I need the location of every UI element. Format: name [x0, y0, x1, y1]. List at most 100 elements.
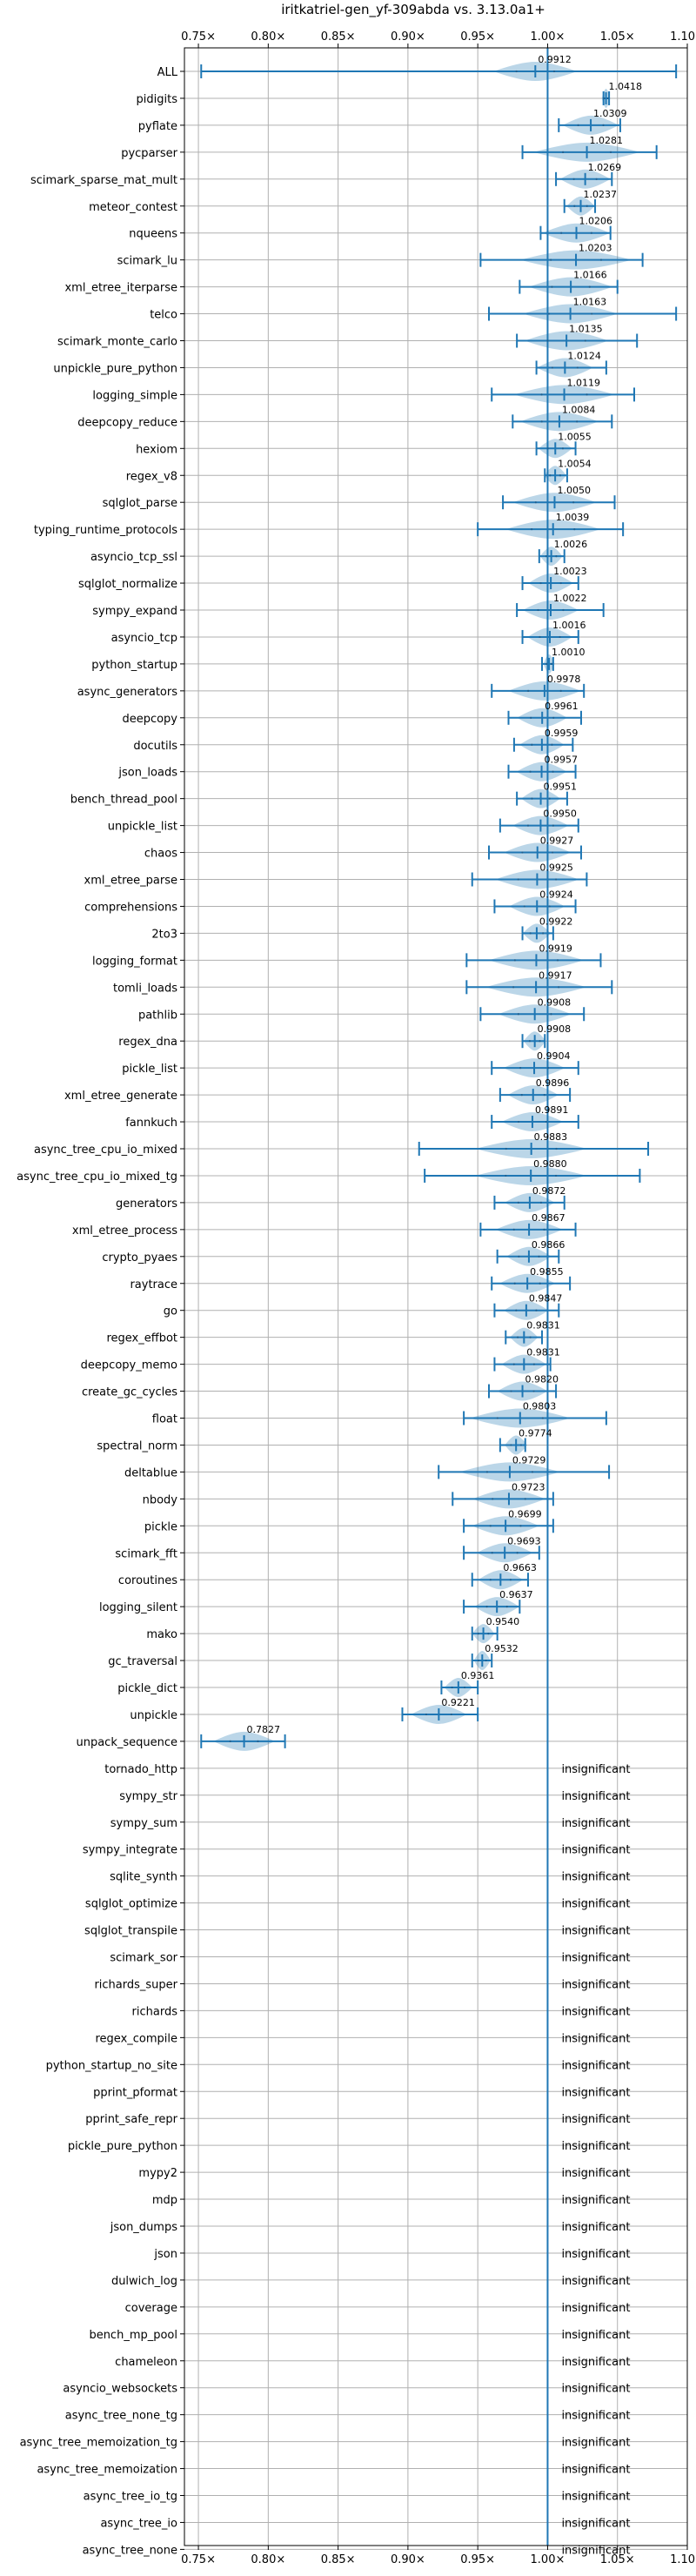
quartile-dot: [540, 393, 543, 396]
value-label: 1.0010: [552, 647, 586, 658]
quartile-dot: [556, 959, 559, 962]
benchmark-label: scimark_monte_carlo: [57, 336, 177, 349]
benchmark-label: asyncio_websockets: [63, 2383, 177, 2396]
benchmark-label: json: [153, 2248, 177, 2261]
value-label: 1.0026: [554, 539, 588, 550]
quartile-dot: [515, 70, 518, 73]
quartile-dot: [519, 1444, 523, 1446]
quartile-dot: [609, 151, 612, 153]
benchmark-label: python_startup: [91, 659, 177, 672]
benchmark-label: richards_super: [94, 1978, 177, 1991]
benchmark-label: sqlglot_normalize: [78, 578, 177, 591]
benchmark-label: regex_dna: [118, 1036, 177, 1049]
benchmark-label: deepcopy: [122, 713, 177, 726]
insignificant-label: insignificant: [561, 2302, 630, 2315]
value-label: 1.0269: [588, 162, 622, 173]
value-label: 0.9361: [461, 1670, 495, 1681]
value-label: 0.9922: [539, 916, 573, 927]
benchmark-label: unpickle: [130, 1709, 177, 1722]
benchmark-label: pickle: [144, 1520, 177, 1533]
benchmark-label: pprint_safe_repr: [85, 2113, 177, 2126]
insignificant-label: insignificant: [561, 2544, 630, 2557]
quartile-dot: [603, 97, 606, 100]
value-label: 0.9961: [545, 701, 579, 712]
value-label: 0.9221: [441, 1697, 475, 1708]
quartile-dot: [505, 1147, 507, 1150]
benchmark-label: deltablue: [124, 1466, 177, 1479]
benchmark-label: sqlglot_parse: [103, 497, 177, 510]
benchmark-label: pidigits: [137, 93, 178, 106]
quartile-dot: [573, 528, 576, 531]
benchmark-label: regex_v8: [126, 470, 177, 483]
benchmark-label: python_startup_no_site: [46, 2059, 177, 2072]
quartile-dot: [529, 1336, 532, 1338]
quartile-dot: [549, 474, 552, 477]
quartile-dot: [595, 178, 598, 180]
benchmark-label: 2to3: [151, 928, 177, 941]
insignificant-label: insignificant: [561, 2410, 630, 2423]
quartile-dot: [572, 178, 575, 180]
quartile-dot: [541, 1417, 544, 1419]
insignificant-label: insignificant: [561, 2059, 630, 2072]
benchmark-label: pickle_dict: [117, 1682, 177, 1695]
quartile-dot: [517, 1013, 519, 1016]
quartile-dot: [518, 1255, 520, 1258]
quartile-dot: [489, 1525, 492, 1527]
benchmark-label: async_tree_io: [100, 2517, 177, 2530]
insignificant-label: insignificant: [561, 2517, 630, 2530]
benchmark-label: pathlib: [138, 1009, 177, 1022]
quartile-dot: [602, 124, 605, 126]
quartile-dot: [528, 1040, 531, 1043]
quartile-dot: [545, 555, 547, 558]
value-label: 0.9729: [512, 1454, 546, 1466]
quartile-dot: [555, 1147, 558, 1150]
x-tick-label-bottom: 0.95×: [460, 2553, 495, 2566]
benchmark-label: sqlglot_optimize: [85, 1898, 177, 1911]
quartile-dot: [559, 581, 562, 585]
quartile-dot: [505, 1174, 507, 1177]
quartile-dot: [512, 1363, 515, 1365]
quartile-dot: [545, 1120, 547, 1124]
quartile-dot: [450, 1713, 452, 1716]
insignificant-label: insignificant: [561, 2140, 630, 2153]
benchmark-label: sympy_integrate: [83, 1844, 177, 1857]
quartile-dot: [517, 1201, 519, 1204]
quartile-dot: [543, 1094, 545, 1097]
quartile-dot: [517, 878, 519, 881]
x-tick-label-bottom: 0.85×: [321, 2553, 356, 2566]
benchmark-label: coroutines: [118, 1574, 177, 1587]
value-label: 1.0039: [556, 512, 590, 523]
marks-layer: 0.9912 1.0418 1.0309 1.0281 1.0269 1.0237 1.02…: [200, 48, 678, 2557]
x-tick-label-top: 0.95×: [460, 30, 495, 44]
insignificant-label: insignificant: [561, 2032, 630, 2045]
quartile-dot: [485, 1606, 488, 1608]
insignificant-label: insignificant: [561, 1790, 630, 1803]
quartile-dot: [485, 1471, 489, 1473]
value-label: 1.0163: [573, 297, 607, 308]
benchmark-label: xml_etree_parse: [84, 875, 177, 888]
value-label: 0.9924: [539, 889, 573, 900]
benchmark-label: dulwich_log: [111, 2275, 177, 2288]
value-label: 1.0418: [609, 81, 643, 92]
axes-layer: 0.75× 0.75× 0.80× 0.80× 0.85× 0.85× 0.90× 0.90×…: [17, 30, 696, 2566]
value-label: 0.9637: [499, 1589, 533, 1600]
benchmark-label: nqueens: [129, 228, 177, 241]
quartile-dot: [523, 905, 525, 908]
benchmark-label: asyncio_tcp: [111, 632, 177, 645]
quartile-dot: [519, 1525, 522, 1527]
benchmark-label: async_tree_cpu_io_mixed_tg: [17, 1171, 177, 1184]
quartile-dot: [529, 932, 532, 935]
quartile-dot: [546, 1067, 550, 1070]
benchmark-label: async_tree_memoization_tg: [20, 2437, 177, 2450]
value-label: 0.9925: [539, 862, 573, 874]
quartile-dot: [539, 581, 542, 585]
value-label: 0.9908: [538, 1023, 572, 1035]
quartile-dot: [496, 1417, 499, 1419]
value-label: 0.9880: [533, 1158, 567, 1170]
quartile-dot: [586, 205, 588, 207]
benchmark-label: scimark_fft: [115, 1547, 177, 1560]
quartile-dot: [513, 959, 516, 962]
value-label: 1.0203: [579, 243, 612, 254]
benchmark-label: coverage: [125, 2302, 177, 2315]
benchmark-label: unpack_sequence: [76, 1736, 177, 1749]
